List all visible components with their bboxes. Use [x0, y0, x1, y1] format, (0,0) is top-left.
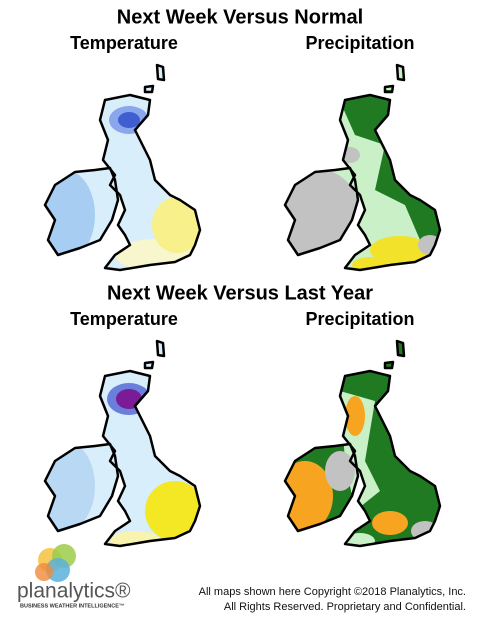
map-fill	[45, 65, 200, 270]
map-region	[152, 197, 200, 253]
map-fill	[285, 341, 440, 546]
map-region	[372, 511, 408, 535]
logo-name: planalytics®	[17, 580, 131, 603]
map	[43, 63, 202, 272]
map	[283, 63, 442, 272]
coastline	[43, 339, 202, 548]
section-title: Next Week Versus Normal	[117, 6, 363, 28]
map-fill	[285, 65, 440, 270]
coastline	[283, 63, 442, 272]
map	[43, 339, 202, 548]
map-label: Temperature	[70, 33, 178, 53]
section-title: Next Week Versus Last Year	[107, 282, 373, 304]
map-region	[145, 481, 200, 541]
footer-line: All maps shown here Copyright ©2018 Plan…	[199, 586, 466, 598]
map-region	[285, 461, 333, 531]
logo-tagline: BUSINESS WEATHER INTELLIGENCE™	[20, 603, 124, 609]
map-label: Temperature	[70, 309, 178, 329]
map-label: Precipitation	[305, 309, 414, 329]
map-region	[116, 389, 142, 409]
map-region	[118, 112, 140, 128]
coastline	[283, 339, 442, 548]
coastline	[43, 63, 202, 272]
map-region	[285, 170, 360, 260]
map-fill	[45, 341, 200, 546]
footer-line: All Rights Reserved. Proprietary and Con…	[224, 601, 466, 613]
logo-icon	[35, 544, 76, 582]
map-region	[110, 531, 160, 546]
map-region	[345, 396, 365, 436]
map-label: Precipitation	[305, 33, 414, 53]
map	[283, 339, 442, 548]
map-region	[325, 451, 355, 491]
map-region	[370, 236, 430, 264]
